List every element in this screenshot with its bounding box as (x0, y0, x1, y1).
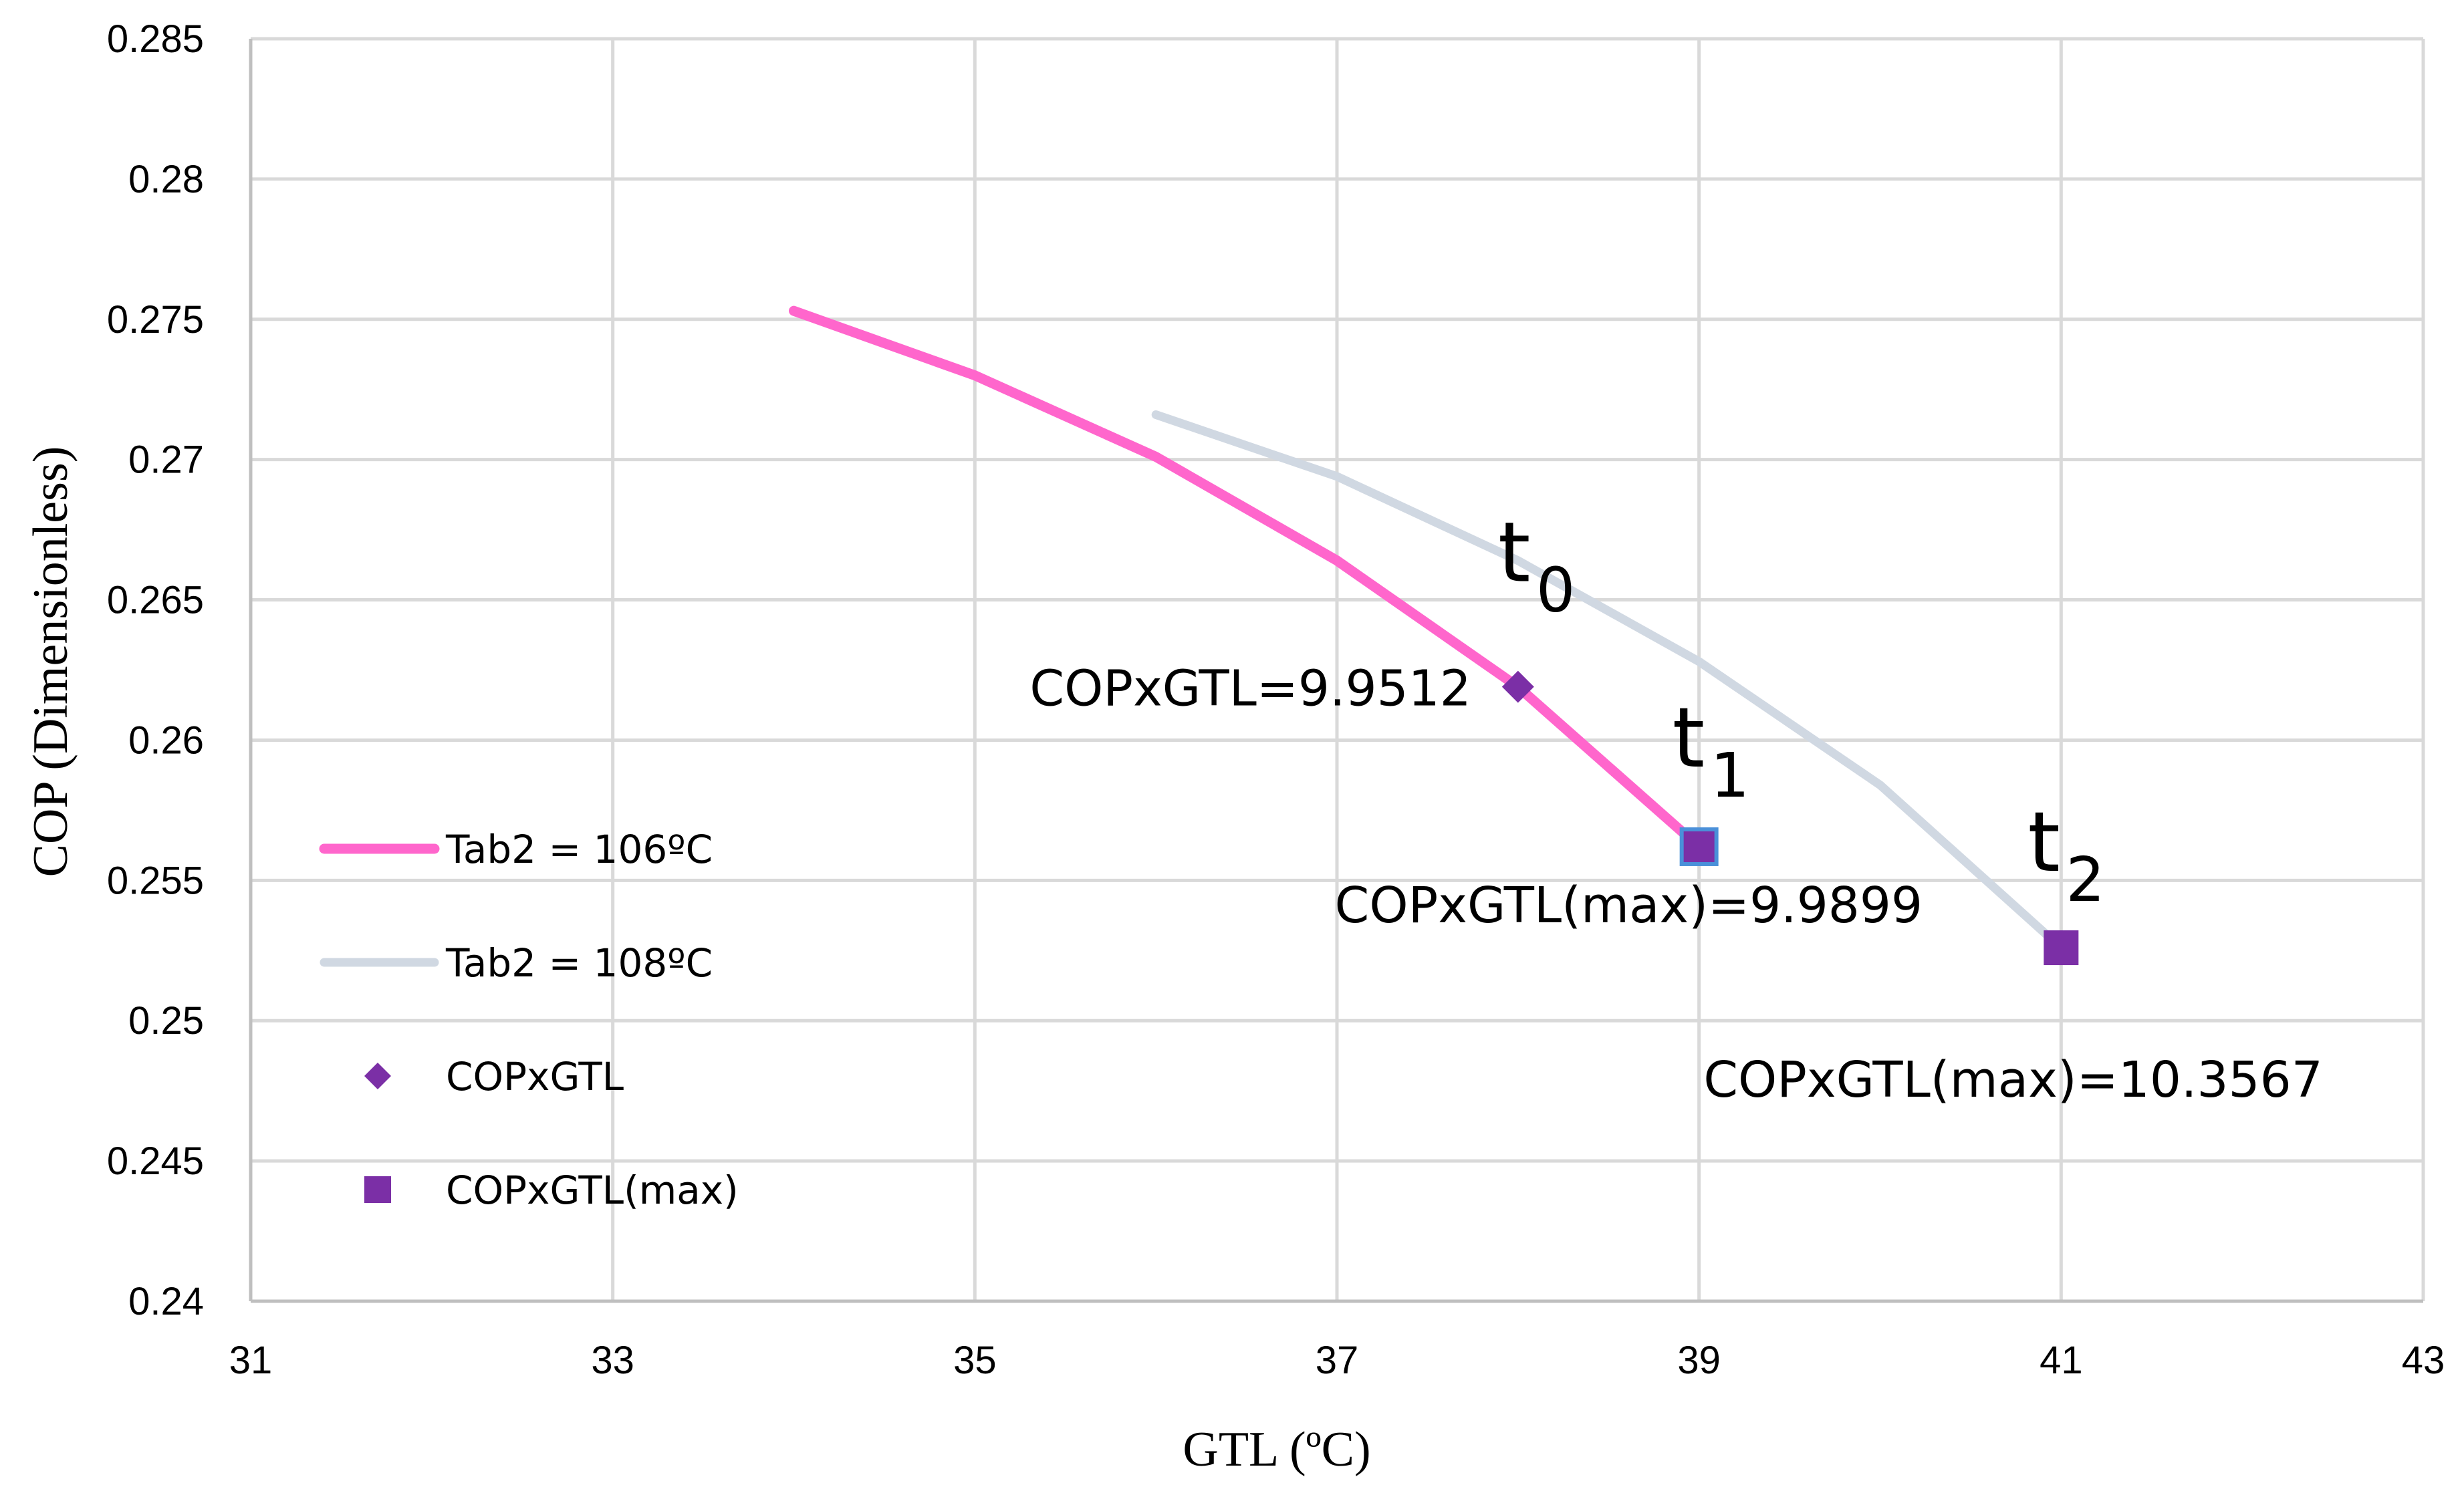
legend-label: Tab2 = 108ºC (445, 940, 713, 986)
legend-swatch-diamond (364, 1063, 391, 1089)
legend-item-1: Tab2 = 108ºC (320, 940, 713, 986)
point-label-subscript: 2 (2066, 844, 2105, 916)
y-tick-label: 0.275 (107, 298, 204, 342)
legend-swatch-square (364, 1176, 391, 1203)
y-tick-label: 0.28 (128, 158, 204, 201)
y-axis-title: COP (Dimensionless) (23, 446, 78, 877)
annotation-label: COPxGTL(max)=9.9899 (1335, 877, 1923, 934)
x-tick-label: 33 (591, 1339, 634, 1382)
point-label-main: t (1498, 505, 1531, 601)
annotation-label: COPxGTL(max)=10.3567 (1703, 1051, 2322, 1109)
axes: 31 33 35 37 39 41 43 0.24 0.245 0.25 0.255 0.26 0.26… (107, 17, 2445, 1382)
y-tick-label: 0.25 (128, 999, 204, 1043)
annotation-label: COPxGTL=9.9512 (1029, 660, 1471, 718)
legend-item-0: Tab2 = 106ºC (319, 827, 713, 872)
y-tick-label: 0.24 (128, 1280, 204, 1323)
legend-item-2: COPxGTL (364, 1054, 624, 1099)
square-marker (2044, 930, 2079, 966)
legend-label: COPxGTL (446, 1054, 624, 1099)
legend-label: Tab2 = 106ºC (445, 827, 713, 872)
annotations: COPxGTL=9.9512 COPxGTL(max)=9.9899 COPxGTL… (1029, 505, 2322, 1109)
series-line-1 (1151, 410, 2066, 952)
x-tick-label: 43 (2402, 1339, 2445, 1382)
y-tick-label: 0.285 (107, 17, 204, 61)
diamond-marker (1501, 670, 1534, 703)
y-tick-label: 0.26 (128, 718, 204, 762)
square-marker (1679, 827, 1719, 866)
x-tick-label: 35 (953, 1339, 997, 1382)
legend-label: COPxGTL(max) (446, 1168, 739, 1213)
markers (1501, 670, 2079, 966)
x-tick-label: 39 (1677, 1339, 1721, 1382)
grid (249, 37, 2425, 1303)
legend: Tab2 = 106ºC Tab2 = 108ºC COPxGTL COPxGTL(m… (319, 827, 739, 1213)
point-label-main: t (2027, 795, 2060, 891)
y-tick-label: 0.255 (107, 859, 204, 902)
x-tick-label: 41 (2040, 1339, 2083, 1382)
series-line-0 (789, 305, 1705, 852)
point-label-subscript: 1 (1711, 740, 1750, 811)
point-label-subscript: 0 (1536, 555, 1576, 626)
series (789, 305, 2066, 952)
x-axis-title: GTL (ºC) (1183, 1422, 1370, 1477)
y-tick-label: 0.245 (107, 1139, 204, 1183)
point-label-main: t (1673, 690, 1705, 787)
y-tick-label: 0.265 (107, 579, 204, 622)
y-tick-label: 0.27 (128, 438, 204, 482)
x-tick-label: 31 (229, 1339, 273, 1382)
x-tick-label: 37 (1316, 1339, 1359, 1382)
legend-item-3: COPxGTL(max) (364, 1168, 739, 1213)
